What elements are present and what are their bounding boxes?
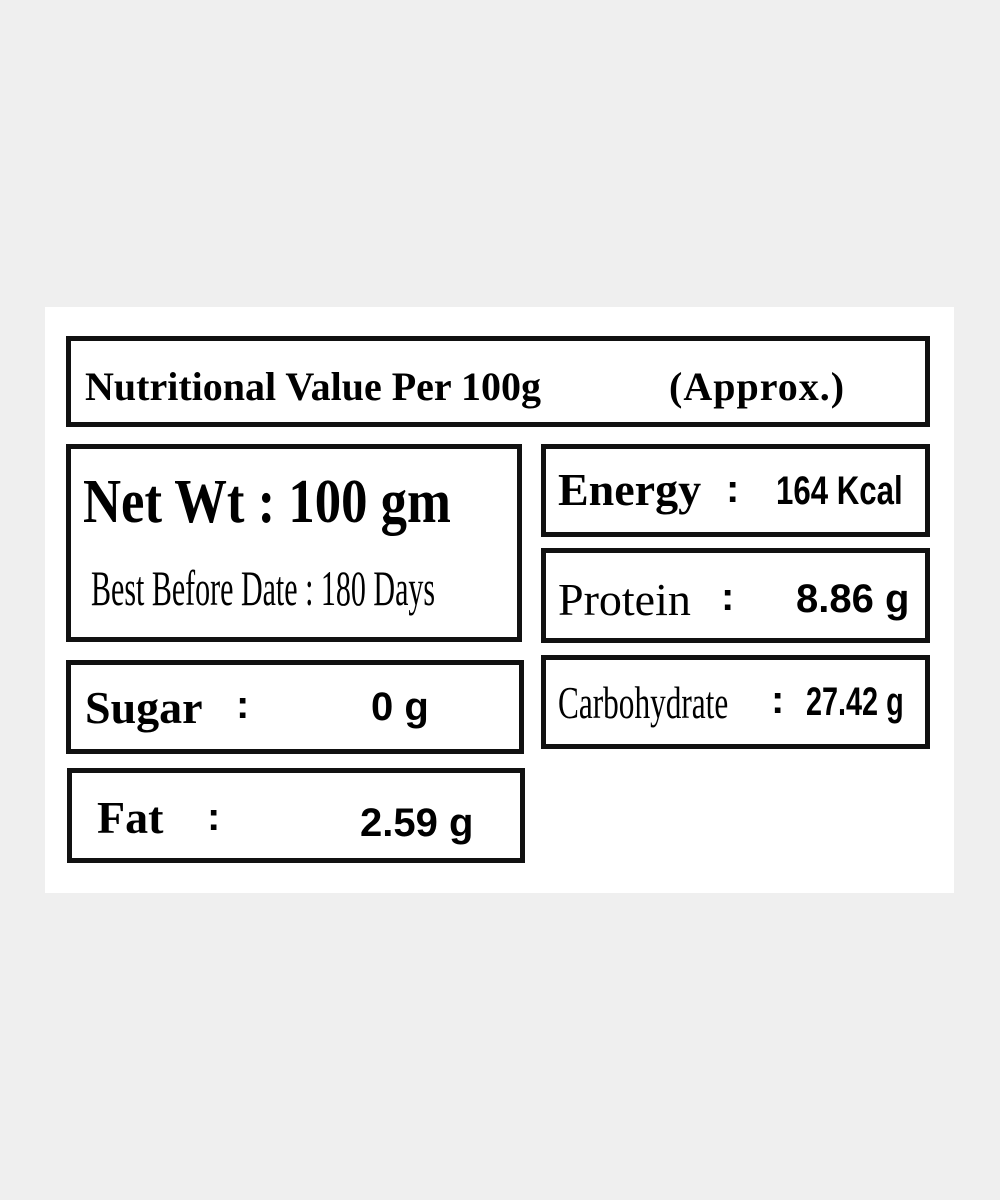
fat-sep: :: [207, 795, 221, 839]
title-note: (Approx.): [669, 364, 846, 409]
best-before: Best Before Date : 180 Days: [91, 560, 436, 616]
energy-sep: :: [726, 467, 740, 511]
nutrition-label: Nutritional Value Per 100g (Approx.) Net…: [45, 307, 954, 893]
title-box: Nutritional Value Per 100g (Approx.): [66, 336, 930, 427]
carbohydrate-row: Carbohydrate : 27.42 g: [541, 655, 930, 749]
energy-label: Energy: [558, 464, 702, 515]
sugar-sep: :: [236, 683, 250, 727]
fat-label: Fat: [97, 792, 164, 843]
protein-sep: :: [721, 575, 735, 619]
fat-row: Fat : 2.59 g: [67, 768, 525, 863]
carbohydrate-label: Carbohydrate: [558, 677, 729, 728]
energy-row: Energy : 164 Kcal: [541, 444, 930, 537]
protein-value: 8.86 g: [796, 577, 910, 621]
sugar-row: Sugar : 0 g: [66, 660, 524, 754]
sugar-label: Sugar: [85, 682, 203, 733]
sugar-value: 0 g: [371, 685, 429, 729]
energy-value: 164 Kcal: [776, 469, 903, 513]
protein-row: Protein : 8.86 g: [541, 548, 930, 643]
carbohydrate-sep: :: [771, 678, 785, 722]
net-weight-box: Net Wt : 100 gm Best Before Date : 180 D…: [66, 444, 522, 642]
carbohydrate-value: 27.42 g: [806, 680, 904, 724]
protein-label: Protein: [558, 574, 691, 625]
fat-value: 2.59 g: [360, 801, 474, 845]
net-weight: Net Wt : 100 gm: [83, 468, 451, 536]
title: Nutritional Value Per 100g: [85, 364, 541, 409]
